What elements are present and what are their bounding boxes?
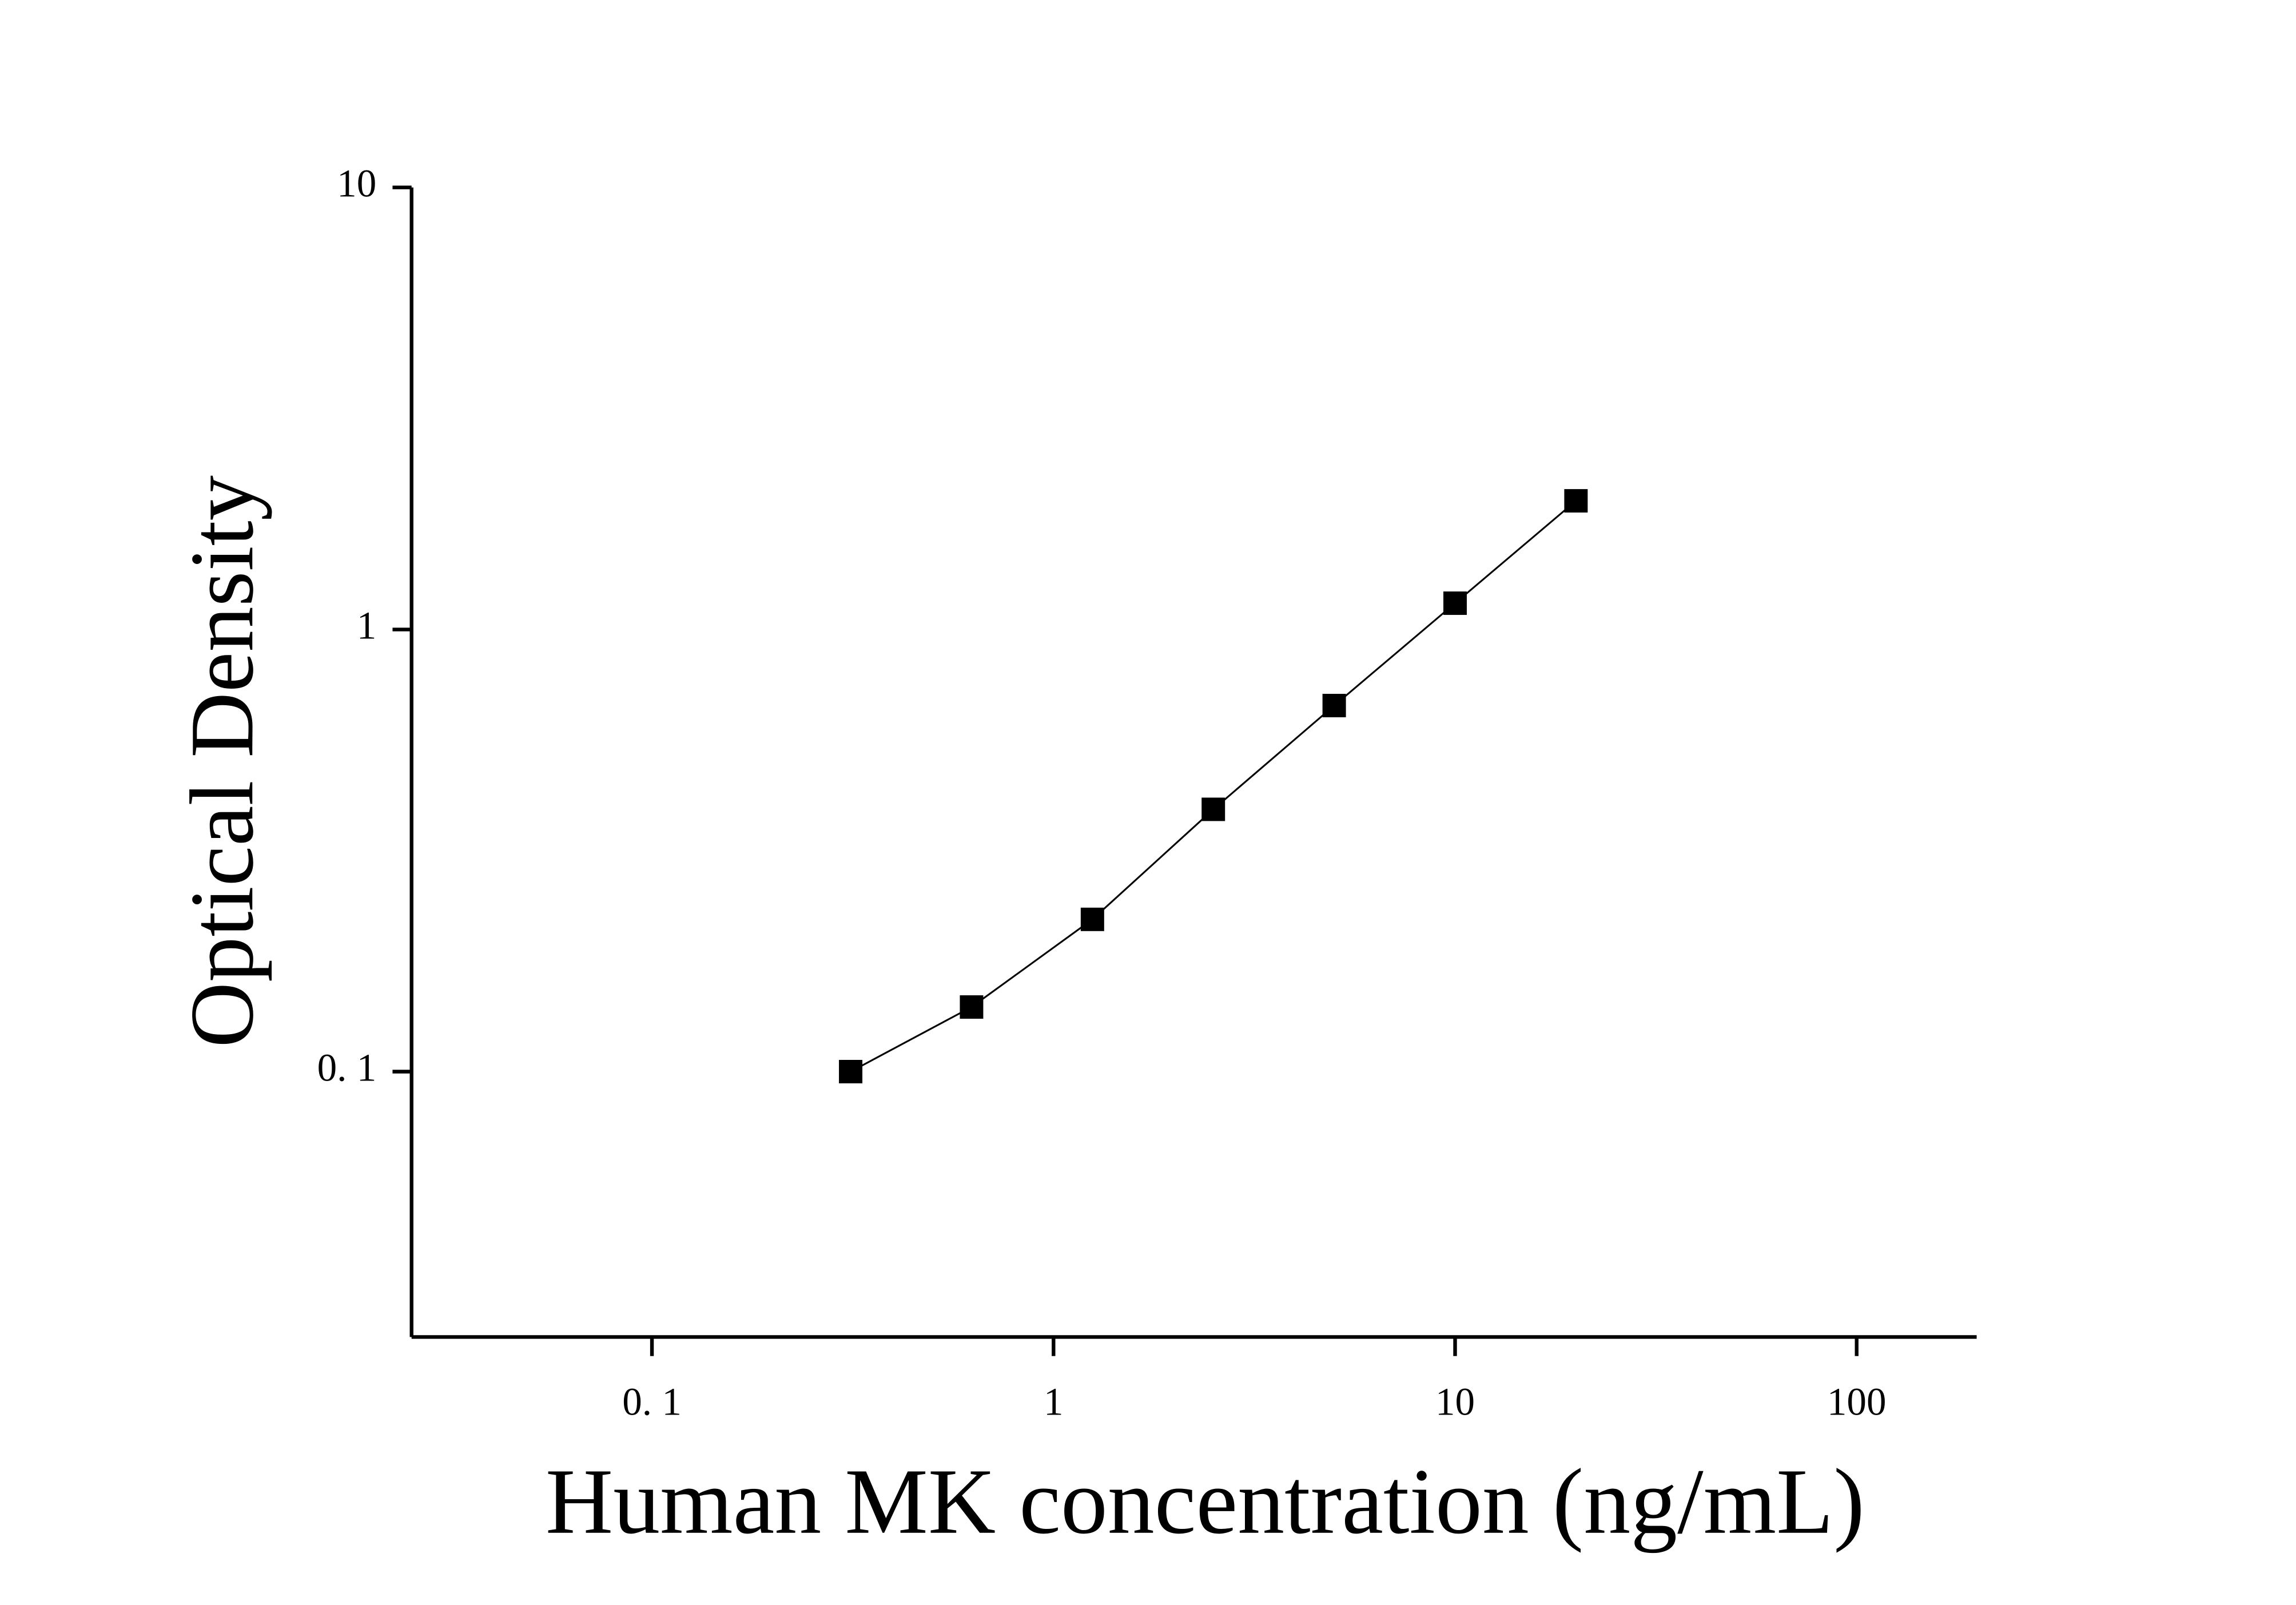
x-axis-label: Human MK concentration (ng/mL): [546, 1450, 1865, 1554]
y-tick-label: 10: [337, 161, 376, 205]
data-point: [1080, 907, 1104, 931]
data-point: [1201, 797, 1225, 821]
data-point: [1443, 591, 1467, 615]
data-point: [1564, 489, 1588, 513]
y-axis-label: Optical Density: [172, 475, 272, 1048]
fit-line: [850, 500, 1577, 1072]
y-tick-label: 0. 1: [317, 1045, 377, 1089]
data-point: [960, 995, 984, 1019]
data-point: [839, 1060, 863, 1083]
y-tick-label: 1: [357, 603, 377, 647]
x-tick-label: 100: [1827, 1380, 1887, 1424]
x-tick-label: 1: [1044, 1380, 1064, 1424]
x-tick-label: 10: [1435, 1380, 1475, 1424]
x-tick-label: 0. 1: [622, 1380, 682, 1424]
data-point: [1322, 694, 1346, 718]
